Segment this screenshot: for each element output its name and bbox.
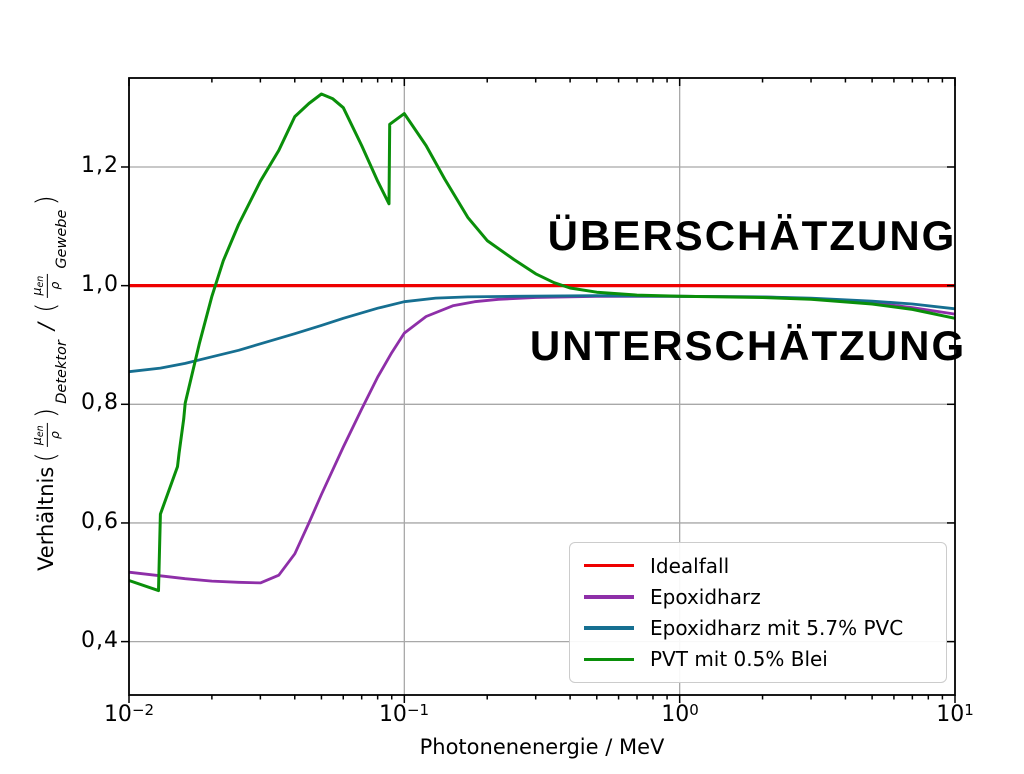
divider-slash: / [33, 323, 58, 331]
legend: Idealfall Epoxidharz Epoxidharz mit 5.7%… [569, 542, 947, 683]
close-paren: ) [30, 407, 62, 419]
mu-subscript: en [34, 275, 46, 288]
x-tick-label: 10−1 [364, 701, 444, 727]
legend-item: Epoxidharz mit 5.7% PVC [584, 618, 938, 638]
legend-label: Epoxidharz mit 5.7% PVC [650, 616, 904, 641]
fraction-denominator: ρ [46, 431, 62, 440]
legend-line-swatch [584, 657, 634, 662]
y-tick-label: 0,8 [81, 390, 119, 415]
legend-item: Epoxidharz [584, 587, 938, 607]
gewebe-subscript: Gewebe [54, 209, 71, 269]
legend-line-swatch [584, 626, 634, 630]
mu-symbol: μ [28, 437, 44, 446]
mu-subscript: en [34, 425, 46, 438]
x-tick-base: 10 [936, 702, 965, 727]
y-tick-label: 1,2 [81, 153, 119, 178]
mu-rho-fraction: μen ρ [28, 273, 62, 298]
y-axis-label: Verhältnis ( μen ρ ) Detektor / ( μen ρ … [28, 195, 70, 571]
close-paren: ) [30, 195, 62, 206]
x-tick-base: 10 [103, 702, 132, 727]
ylabel-prefix: Verhältnis [33, 466, 58, 571]
mu-symbol: μ [28, 287, 44, 296]
open-paren: ( [30, 302, 62, 314]
fraction-numerator: μen [28, 273, 48, 298]
x-tick-base: 10 [378, 702, 407, 727]
x-tick-exp: −1 [406, 701, 430, 719]
annotation-unterschaetzung: UNTERSCHÄTZUNG [529, 322, 967, 369]
detektor-subscript: Detektor [54, 340, 71, 404]
y-tick-label: 0,6 [81, 509, 119, 534]
x-tick-label: 101 [915, 701, 995, 727]
legend-item: Idealfall [584, 556, 938, 576]
legend-label: Idealfall [650, 553, 730, 578]
legend-line-swatch [584, 563, 634, 568]
annotation-ueberschaetzung: ÜBERSCHÄTZUNG [547, 212, 957, 259]
x-tick-base: 10 [661, 702, 690, 727]
fraction-numerator: μen [28, 423, 48, 448]
x-tick-exp: 1 [964, 701, 974, 719]
legend-label: PVT mit 0.5% Blei [650, 647, 828, 672]
legend-label: Epoxidharz [650, 584, 761, 609]
x-tick-exp: −2 [131, 701, 155, 719]
mu-rho-fraction: μen ρ [28, 423, 62, 448]
open-paren: ( [30, 452, 62, 463]
x-axis-label: Photonenenergie / MeV [419, 735, 665, 759]
x-tick-label: 100 [640, 701, 720, 727]
x-tick-exp: 0 [689, 701, 699, 719]
x-tick-label: 10−2 [89, 701, 169, 727]
legend-line-swatch [584, 595, 634, 599]
legend-item: PVT mit 0.5% Blei [584, 649, 938, 669]
fraction-denominator: ρ [46, 281, 62, 290]
y-tick-label: 1,0 [81, 272, 119, 297]
y-tick-label: 0,4 [81, 628, 119, 653]
